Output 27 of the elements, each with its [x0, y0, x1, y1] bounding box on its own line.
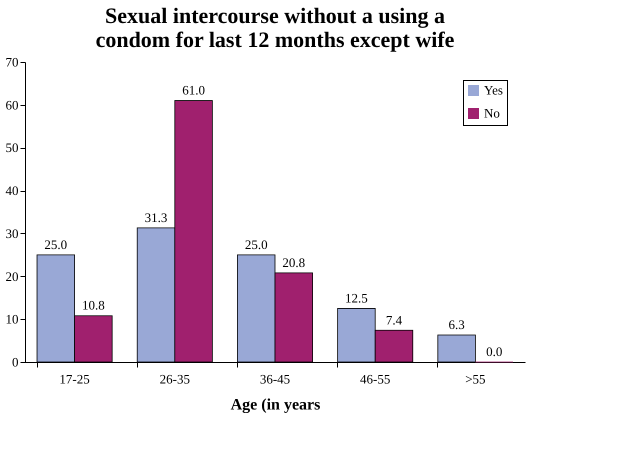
data-label: 12.5: [345, 290, 368, 306]
x-tick-label: 46-55: [360, 372, 390, 386]
x-axis-title: Age (in years: [230, 396, 320, 414]
data-label: 10.8: [82, 298, 105, 313]
data-label: 20.8: [282, 254, 306, 270]
data-label: 61.0: [182, 82, 205, 98]
y-tick-label: 10: [6, 312, 18, 327]
y-tick-label: 70: [6, 54, 18, 70]
y-tick-label: 40: [6, 183, 18, 198]
data-label: 31.3: [144, 210, 168, 225]
x-tick-label: 26-35: [160, 372, 190, 386]
y-tick-label: 20: [6, 268, 18, 284]
y-tick-label: 30: [6, 226, 18, 241]
legend-label: No: [484, 106, 500, 120]
x-tick-label: >55: [465, 372, 486, 386]
data-label: 6.3: [448, 317, 465, 332]
y-tick-label: 50: [6, 140, 18, 156]
data-label: 25.0: [244, 236, 268, 252]
data-label: 25.0: [44, 236, 68, 252]
x-tick-label: 36-45: [260, 372, 290, 386]
y-tick-label: 0: [12, 354, 18, 370]
legend-label: Yes: [484, 82, 503, 98]
y-tick-label: 60: [6, 97, 18, 112]
x-tick-label: 17-25: [59, 372, 90, 386]
data-label: 7.4: [386, 312, 403, 328]
chart-title: Sexual intercourse without a using a condom for last 12 months except wife: [96, 3, 455, 52]
data-label: 0.0: [486, 344, 502, 359]
